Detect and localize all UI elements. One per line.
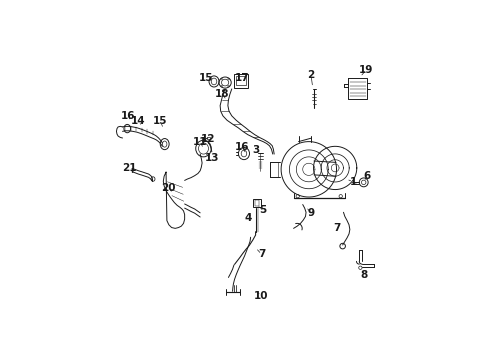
- Text: 10: 10: [253, 291, 267, 301]
- Bar: [233, 74, 248, 87]
- Text: 9: 9: [307, 208, 314, 218]
- Text: 19: 19: [359, 64, 373, 75]
- Text: 21: 21: [122, 163, 136, 174]
- Text: 16: 16: [121, 111, 135, 121]
- Bar: [207, 137, 209, 139]
- Bar: [254, 201, 259, 206]
- Text: 1: 1: [349, 177, 356, 187]
- Text: 13: 13: [204, 153, 219, 163]
- Text: 2: 2: [307, 70, 314, 80]
- Text: 6: 6: [363, 171, 370, 181]
- Text: 5: 5: [259, 205, 266, 215]
- Bar: [236, 76, 245, 85]
- Text: 7: 7: [258, 249, 265, 260]
- Text: 12: 12: [201, 134, 215, 144]
- Text: 7: 7: [333, 222, 340, 233]
- Text: 17: 17: [235, 73, 249, 83]
- Text: 20: 20: [161, 183, 176, 193]
- Text: 16: 16: [235, 142, 249, 152]
- Text: 3: 3: [251, 145, 259, 155]
- Text: 8: 8: [360, 270, 367, 280]
- Text: 4: 4: [244, 213, 251, 224]
- Text: 18: 18: [215, 89, 229, 99]
- Bar: [253, 199, 260, 207]
- Text: 15: 15: [153, 116, 167, 126]
- Text: 14: 14: [131, 116, 145, 126]
- Text: 11: 11: [193, 136, 207, 147]
- Text: 15: 15: [199, 73, 213, 83]
